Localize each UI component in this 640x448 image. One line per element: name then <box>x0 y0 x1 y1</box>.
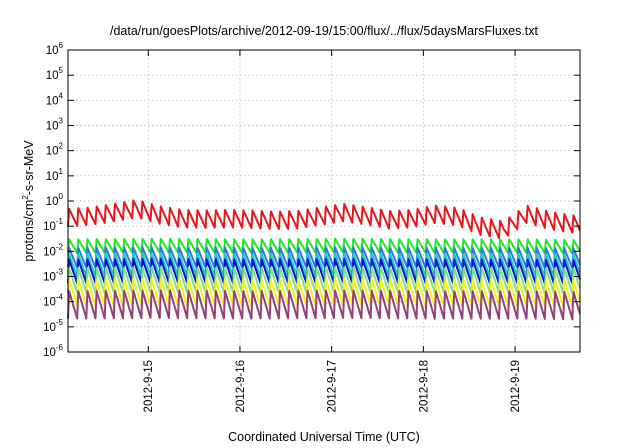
x-tick-labels: 2012-9-15 2012-9-16 2012-9-17 2012-9-18 2012… <box>143 360 522 412</box>
grid-lines <box>68 50 580 352</box>
chart-title: /data/run/goesPlots/archive/2012-09-19/1… <box>110 24 539 38</box>
series-line-4 <box>67 252 581 278</box>
series-line-8 <box>67 289 581 321</box>
x-tick-label: 2012-9-15 <box>143 360 155 412</box>
series-line-2 <box>67 237 581 255</box>
y-tick-label: 102 <box>46 142 64 158</box>
tick-marks <box>68 49 580 353</box>
series-line-6 <box>67 266 581 295</box>
series-line-1 <box>67 199 581 240</box>
x-tick-label: 2012-9-17 <box>327 360 339 412</box>
y-tick-label: 103 <box>46 117 64 133</box>
y-tick-labels: 10-6 10-5 10-4 10-3 10-2 10-1 100 101 102 103 104 1… <box>43 41 63 359</box>
y-tick-label: 10-1 <box>43 217 63 233</box>
y-tick-label: 10-2 <box>43 242 63 258</box>
y-tick-label: 10-5 <box>43 318 63 334</box>
y-tick-label: 106 <box>46 41 64 57</box>
y-tick-label: 10-4 <box>43 293 63 309</box>
y-tick-label: 105 <box>46 66 64 82</box>
y-tick-label: 100 <box>46 192 64 208</box>
x-tick-label: 2012-9-19 <box>510 360 522 412</box>
y-tick-label: 104 <box>46 91 64 107</box>
y-tick-label: 101 <box>46 167 64 183</box>
x-tick-label: 2012-9-18 <box>418 360 430 412</box>
y-axis-label: protons/cm2-s-sr-MeV <box>21 140 36 262</box>
x-tick-label: 2012-9-16 <box>235 360 247 412</box>
y-tick-label: 10-3 <box>43 268 63 284</box>
y-tick-label: 10-6 <box>43 343 63 359</box>
series-line-5 <box>67 257 581 285</box>
x-axis-label: Coordinated Universal Time (UTC) <box>228 430 420 444</box>
series-line-7 <box>67 278 581 308</box>
series-line-3 <box>67 246 581 270</box>
series-group <box>67 199 581 321</box>
